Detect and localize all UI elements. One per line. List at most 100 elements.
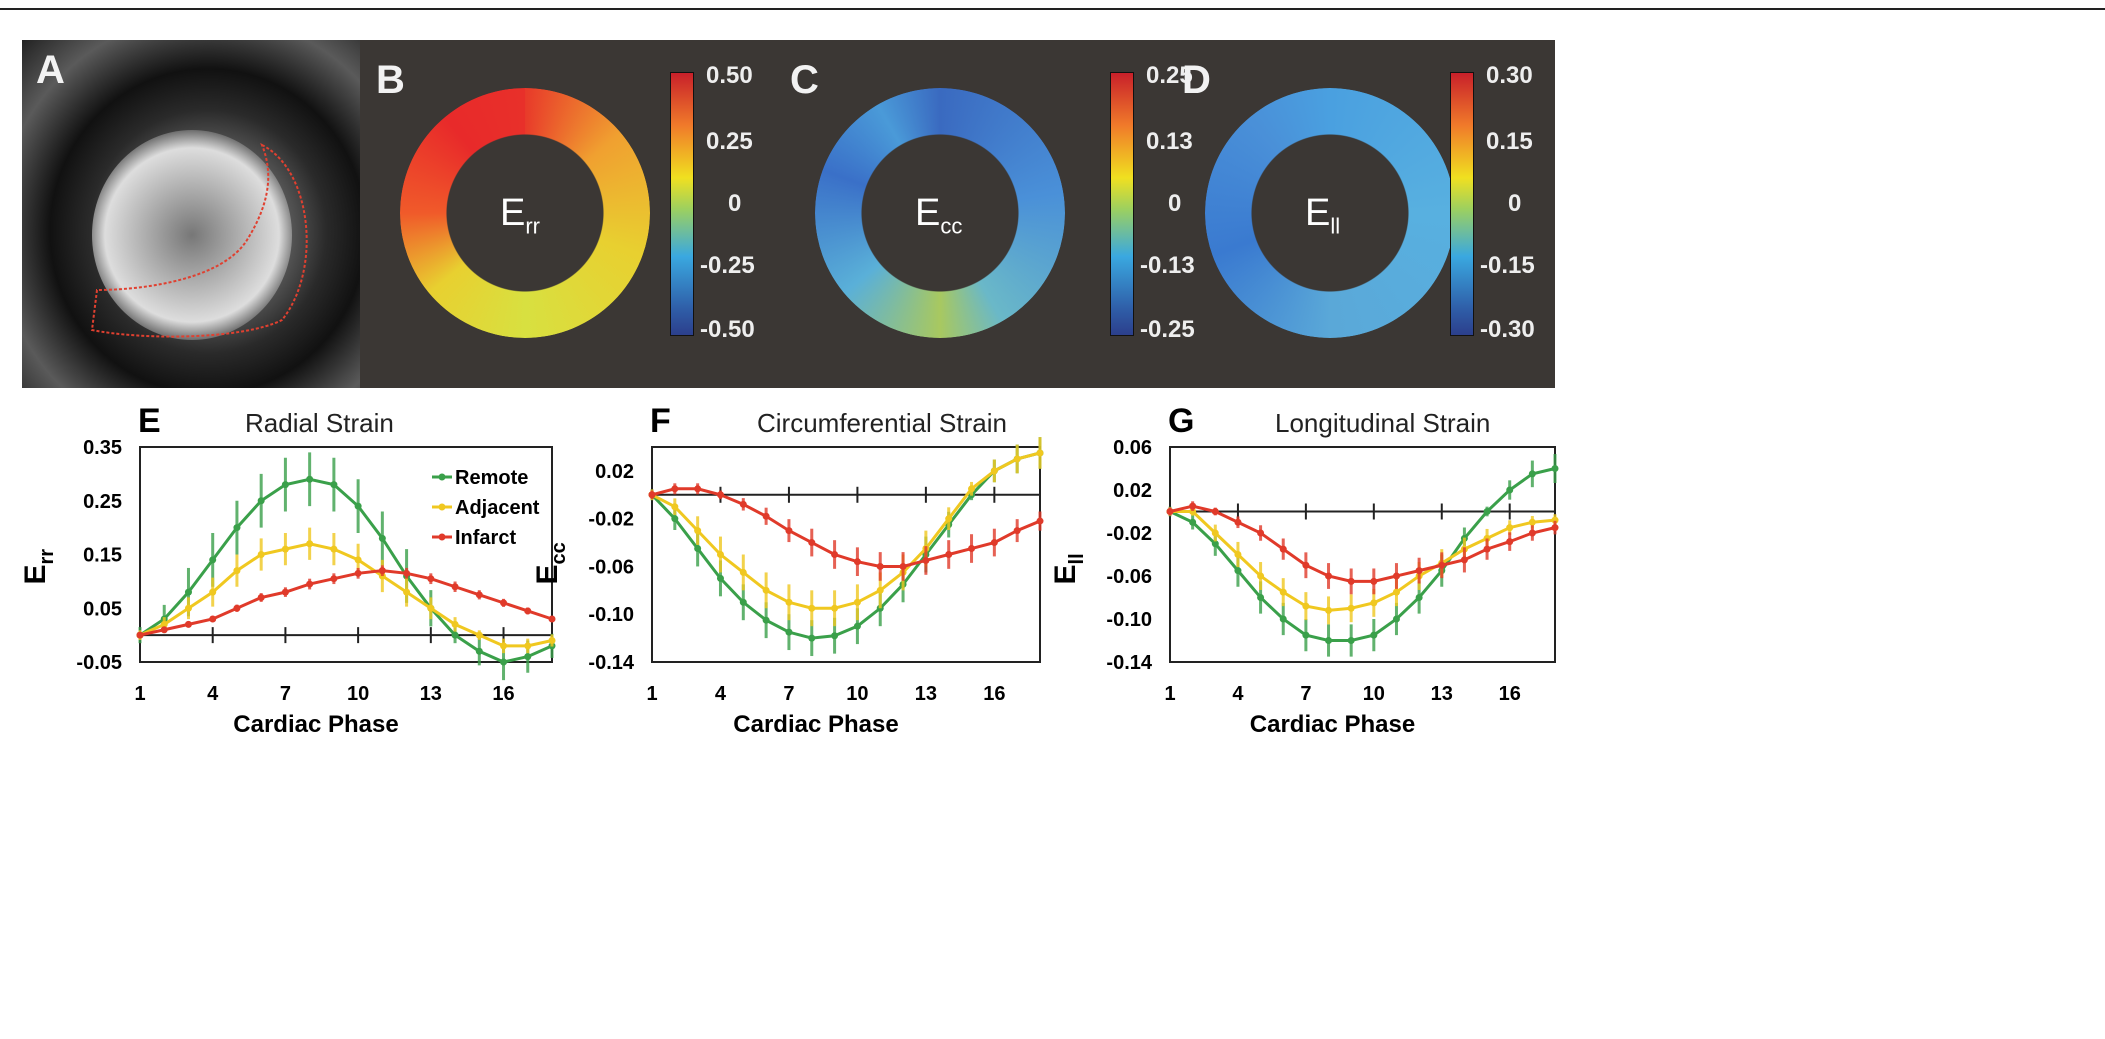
data-point: [808, 539, 816, 547]
data-point: [1551, 465, 1559, 472]
data-point: [1036, 449, 1044, 457]
data-point: [1189, 502, 1197, 510]
data-point: [785, 527, 793, 535]
x-tick-label: 16: [983, 683, 1005, 705]
data-point: [281, 588, 289, 596]
data-point: [671, 485, 679, 493]
data-point: [1370, 577, 1378, 585]
data-point: [475, 631, 483, 639]
data-point: [184, 588, 192, 596]
data-point: [899, 562, 907, 570]
data-point: [257, 594, 265, 601]
data-point: [739, 500, 747, 508]
x-tick-label: 13: [420, 683, 442, 705]
y-axis-label: Ell: [1049, 553, 1088, 584]
data-point: [306, 475, 314, 483]
data-point: [160, 620, 168, 628]
data-point: [853, 622, 861, 630]
data-point: [831, 604, 839, 612]
y-tick-label: -0.02: [588, 509, 634, 531]
err-colorbar: [670, 72, 694, 336]
data-point: [1506, 486, 1514, 494]
data-point: [1528, 529, 1536, 537]
data-point: [548, 637, 556, 644]
data-point: [548, 615, 556, 623]
data-point: [1211, 508, 1219, 515]
ell-colorbar: [1450, 72, 1474, 336]
x-tick-label: 4: [1232, 683, 1244, 705]
data-point: [1279, 588, 1287, 596]
series-line-remote: [139, 477, 553, 664]
ecc-colorbar: [1110, 72, 1134, 336]
x-axis-label: Cardiac Phase: [733, 711, 898, 738]
colorbar-tick: 0: [1168, 190, 1182, 217]
x-tick-label: 7: [783, 683, 794, 705]
ecc-map-label: Ecc: [915, 192, 963, 239]
series-line-adjacent: [1170, 510, 1556, 612]
data-point: [1438, 561, 1446, 569]
x-tick-label: 1: [134, 683, 145, 705]
series-line-infarct: [139, 569, 553, 637]
data-point: [378, 534, 386, 542]
panel-label-c: C: [790, 58, 819, 102]
y-tick-label: -0.05: [76, 652, 122, 674]
data-point: [475, 591, 483, 599]
colorbar-tick: -0.13: [1140, 252, 1195, 279]
colorbar-tick: 0.50: [706, 62, 753, 89]
data-point: [808, 604, 816, 612]
data-point: [1415, 594, 1423, 601]
data-point: [1483, 534, 1491, 542]
ell-map-label: Ell: [1305, 192, 1341, 239]
data-point: [306, 580, 314, 588]
data-point: [1325, 606, 1333, 614]
y-axis-label-subscript: cc: [548, 542, 570, 564]
data-point: [257, 497, 265, 505]
data-point: [1325, 572, 1333, 580]
colorbar-tick: -0.25: [700, 252, 755, 279]
data-point: [808, 634, 816, 642]
data-point: [922, 556, 930, 564]
data-point: [968, 485, 976, 493]
data-point: [233, 567, 241, 575]
data-point: [1347, 637, 1355, 644]
data-point: [785, 598, 793, 606]
data-point: [500, 642, 508, 650]
panel-label: G: [1168, 402, 1194, 440]
data-point: [354, 556, 362, 564]
data-point: [1189, 518, 1197, 526]
data-point: [1370, 631, 1378, 639]
x-tick-label: 7: [1300, 683, 1311, 705]
data-point: [1211, 540, 1219, 548]
data-point: [1483, 508, 1491, 515]
data-point: [500, 599, 508, 607]
y-tick-label: -0.06: [1106, 566, 1152, 588]
colorbar-tick: 0: [1508, 190, 1522, 217]
data-point: [1166, 508, 1174, 515]
data-point: [1347, 577, 1355, 585]
plot-frame: [1169, 446, 1556, 663]
data-point: [1189, 508, 1197, 515]
data-point: [1234, 551, 1242, 558]
colorbar-tick: -0.50: [700, 316, 755, 343]
legend-marker: [438, 533, 446, 541]
data-point: [831, 632, 839, 640]
data-point: [524, 653, 532, 661]
data-point: [184, 604, 192, 612]
mri-image: A: [22, 40, 360, 388]
data-point: [716, 551, 724, 558]
data-point: [671, 503, 679, 511]
x-tick-label: 10: [846, 683, 868, 705]
data-point: [184, 620, 192, 628]
data-point: [876, 586, 884, 594]
data-point: [762, 616, 770, 624]
data-point: [1234, 567, 1242, 575]
data-point: [281, 545, 289, 553]
data-point: [1302, 602, 1310, 610]
data-point: [739, 568, 747, 576]
mri-ventricle: [92, 130, 292, 340]
series-line-adjacent: [651, 451, 1041, 610]
data-point: [990, 539, 998, 547]
x-tick-label: 13: [915, 683, 937, 705]
data-point: [1551, 524, 1559, 532]
y-tick-label: 0.05: [83, 598, 122, 620]
